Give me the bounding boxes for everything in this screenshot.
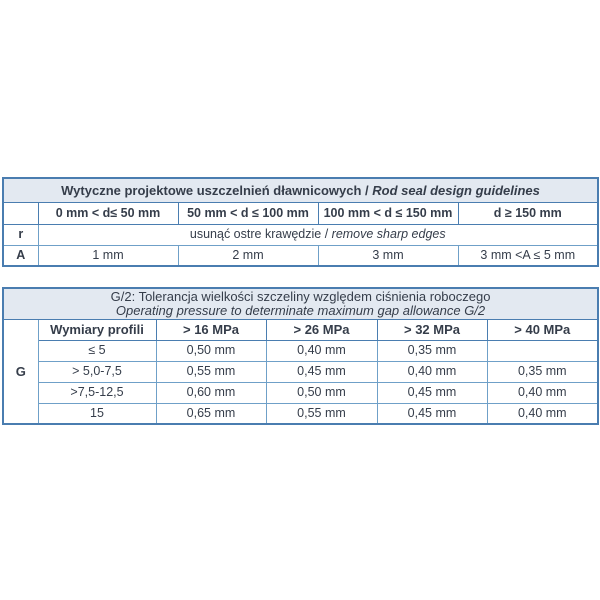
table2-column-header-row: G Wymiary profili > 16 MPa > 26 MPa > 32… (2, 318, 599, 425)
note-en: remove sharp edges (331, 227, 446, 241)
table2-title: G/2: Tolerancja wielkości szczeliny wzgl… (2, 287, 599, 320)
diameter-range-header-2: 50 mm < d ≤ 100 mm (177, 201, 319, 225)
table-cell: 0,50 mm (155, 339, 267, 362)
table-cell: 0,40 mm (376, 360, 488, 383)
table-row: > 5,0-7,5 0,55 mm 0,45 mm 0,40 mm 0,35 m… (3, 360, 599, 383)
profile-size-cell: >7,5-12,5 (37, 381, 157, 404)
table-cell: 0,50 mm (265, 381, 378, 404)
table-cell: 0,45 mm (376, 402, 488, 425)
table-cell: 3 mm (317, 244, 459, 267)
table-row: 15 0,65 mm 0,55 mm 0,45 mm 0,40 mm (3, 402, 599, 425)
row-group-label-g: G (2, 318, 39, 425)
diameter-range-header-4: d ≥ 150 mm (457, 201, 599, 225)
note-separator: / (321, 227, 332, 241)
profile-size-cell: 15 (37, 402, 157, 425)
diameter-range-header-3: 100 mm < d ≤ 150 mm (317, 201, 459, 225)
table2-title-en: Operating pressure to determinate maximu… (115, 302, 486, 318)
table-cell: 0,45 mm (265, 360, 378, 383)
profile-dimensions-header: Wymiary profili (37, 318, 157, 341)
table-cell: 0,55 mm (265, 402, 378, 425)
table1-row-a: A 1 mm 2 mm 3 mm 3 mm <A ≤ 5 mm (2, 244, 599, 267)
table-cell: 0,40 mm (265, 339, 378, 362)
pressure-header-32mpa: > 32 MPa (376, 318, 488, 341)
table-cell: 1 mm (37, 244, 179, 267)
row-label-r: r (2, 223, 39, 246)
pressure-header-16mpa: > 16 MPa (155, 318, 267, 341)
diameter-range-header-1: 0 mm < d≤ 50 mm (37, 201, 179, 225)
gap-tolerance-table: G/2: Tolerancja wielkości szczeliny wzgl… (2, 287, 600, 425)
note-pl: usunąć ostre krawędzie (189, 227, 322, 241)
pressure-header-40mpa: > 40 MPa (486, 318, 599, 341)
table2-title-row: G/2: Tolerancja wielkości szczeliny wzgl… (2, 287, 599, 320)
table-row: ≤ 5 0,50 mm 0,40 mm 0,35 mm (3, 339, 599, 362)
table-cell: 2 mm (177, 244, 319, 267)
table1-title: Wytyczne projektowe uszczelnień dławnico… (2, 177, 599, 203)
table1-column-header-row: 0 mm < d≤ 50 mm 50 mm < d ≤ 100 mm 100 m… (2, 201, 599, 225)
table-row: >7,5-12,5 0,60 mm 0,50 mm 0,45 mm 0,40 m… (3, 381, 599, 404)
profile-size-cell: > 5,0-7,5 (37, 360, 157, 383)
table-cell: 0,40 mm (486, 381, 599, 404)
remove-sharp-edges-note: usunąć ostre krawędzie / remove sharp ed… (37, 223, 599, 246)
table-cell: 0,60 mm (155, 381, 267, 404)
pressure-header-26mpa: > 26 MPa (265, 318, 378, 341)
profile-size-cell: ≤ 5 (37, 339, 157, 362)
rod-seal-guidelines-table: Wytyczne projektowe uszczelnień dławnico… (2, 177, 600, 267)
table-cell: 0,40 mm (486, 402, 599, 425)
table-cell: 0,35 mm (486, 360, 599, 383)
table-cell: 3 mm <A ≤ 5 mm (457, 244, 599, 267)
table1-title-row: Wytyczne projektowe uszczelnień dławnico… (2, 177, 599, 203)
table-cell: 0,55 mm (155, 360, 267, 383)
table1-title-separator: / (361, 182, 373, 198)
table-cell: 0,65 mm (155, 402, 267, 425)
table-cell: 0,45 mm (376, 381, 488, 404)
table1-row-r: r usunąć ostre krawędzie / remove sharp … (2, 223, 599, 246)
table2-title-pl: G/2: Tolerancja wielkości szczeliny wzgl… (110, 288, 491, 304)
row-label-a: A (2, 244, 39, 267)
table-cell: 0,35 mm (376, 339, 488, 362)
table-cell (486, 339, 599, 362)
table1-title-pl: Wytyczne projektowe uszczelnień dławnico… (61, 182, 362, 198)
table1-title-en: Rod seal design guidelines (372, 182, 540, 198)
table1-corner-cell (2, 201, 39, 225)
